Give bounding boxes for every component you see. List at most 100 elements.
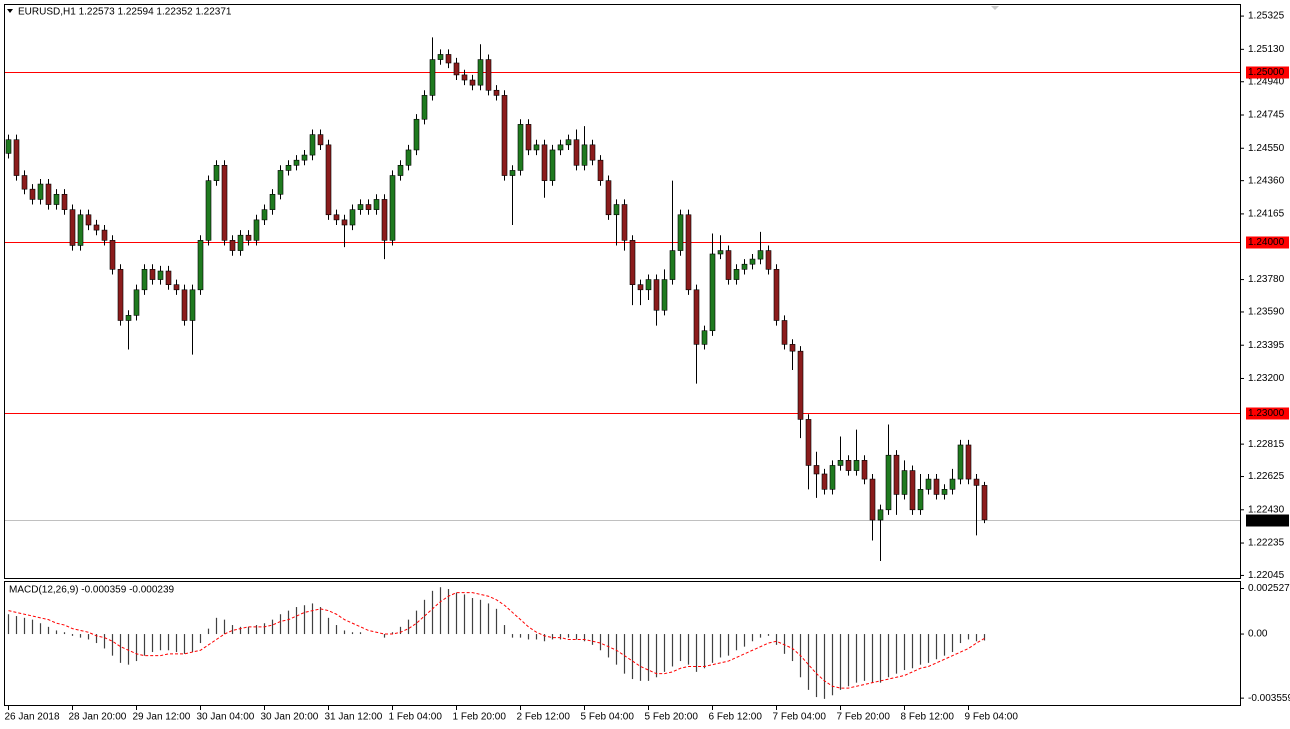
y-tick-label: 1.25130: [1248, 44, 1285, 55]
candle-body: [285, 165, 292, 171]
candle-body: [29, 188, 36, 200]
level-tag: [1246, 66, 1289, 79]
x-tick-label: 1 Feb 20:00: [453, 712, 507, 723]
y-tick-label: 1.22625: [1248, 471, 1285, 482]
candle-body: [805, 419, 812, 466]
candle-body: [701, 330, 708, 345]
candle-body: [157, 270, 164, 280]
candle-body: [549, 149, 556, 181]
candle-body: [581, 144, 588, 166]
candle-body: [45, 183, 52, 205]
candle-body: [445, 54, 452, 64]
y-tick-label: 1.23780: [1248, 274, 1285, 285]
candle-body: [349, 209, 356, 226]
candle-body: [5, 139, 12, 154]
level-tag: [1246, 236, 1289, 249]
candle-body: [477, 59, 484, 86]
y-tick-label: 1.22235: [1248, 538, 1285, 549]
candle-body: [933, 478, 940, 495]
candle-body: [741, 263, 748, 270]
price-panel: [4, 4, 1241, 579]
candle-body: [413, 118, 420, 151]
y-tick-label: 0.002527: [1248, 583, 1290, 594]
candle-body: [381, 199, 388, 241]
macd-panel: [4, 581, 1241, 706]
candle-body: [861, 460, 868, 480]
last-price-label: 1.22371: [1248, 515, 1285, 526]
candle-body: [365, 204, 372, 210]
candle-body: [573, 139, 580, 166]
candle-body: [637, 284, 644, 291]
candle-body: [901, 470, 908, 495]
candle-body: [93, 224, 100, 231]
candle-body: [797, 350, 804, 420]
x-tick-label: 8 Feb 12:00: [901, 712, 955, 723]
candle-body: [645, 279, 652, 291]
candle-body: [525, 124, 532, 151]
y-tick-label: 1.24165: [1248, 209, 1285, 220]
candle-body: [429, 59, 436, 96]
candle-body: [669, 250, 676, 280]
candle-body: [597, 159, 604, 181]
y-tick-label: 1.22430: [1248, 504, 1285, 515]
x-tick-label: 5 Feb 20:00: [645, 712, 699, 723]
y-tick-label: 1.23590: [1248, 307, 1285, 318]
candle-body: [925, 478, 932, 490]
candle-body: [693, 289, 700, 345]
candle-body: [261, 209, 268, 221]
level-tag: [1246, 407, 1289, 420]
candle-body: [485, 59, 492, 91]
candle-body: [221, 165, 228, 241]
candle-body: [461, 74, 468, 81]
candle-body: [389, 175, 396, 241]
candle-body: [733, 269, 740, 280]
candle-body: [125, 315, 132, 321]
candle-body: [173, 284, 180, 291]
candle-body: [69, 209, 76, 246]
signal-line: [8, 592, 985, 689]
candle-body: [141, 269, 148, 291]
y-tick-label: 0.00: [1248, 629, 1268, 640]
candle-body: [109, 240, 116, 270]
candle-body: [189, 289, 196, 321]
candle-body: [101, 229, 108, 241]
candle-body: [533, 144, 540, 151]
y-tick-label: -0.003559: [1248, 693, 1290, 704]
x-tick-label: 2 Feb 12:00: [517, 712, 571, 723]
x-tick-label: 6 Feb 12:00: [709, 712, 763, 723]
candle-body: [293, 159, 300, 166]
x-tick-label: 5 Feb 04:00: [581, 712, 635, 723]
candle-body: [53, 193, 60, 205]
menu-arrow[interactable]: [7, 9, 13, 13]
candle-body: [661, 279, 668, 311]
candle-body: [717, 250, 724, 255]
candle-body: [453, 62, 460, 76]
y-tick-label: 1.25325: [1248, 11, 1285, 22]
candle-body: [117, 269, 124, 321]
candle-body: [541, 144, 548, 181]
x-tick-label: 29 Jan 12:00: [133, 712, 191, 723]
candle-body: [213, 165, 220, 181]
x-tick-label: 31 Jan 12:00: [325, 712, 383, 723]
candle-body: [325, 144, 332, 216]
x-tick-label: 30 Jan 20:00: [261, 712, 319, 723]
candle-body: [333, 214, 340, 221]
candle-body: [237, 234, 244, 251]
level-label: 1.24000: [1248, 237, 1285, 248]
candle-body: [893, 454, 900, 495]
shift-marker: [991, 6, 999, 10]
y-tick-label: 1.22045: [1248, 570, 1285, 581]
candle-body: [77, 214, 84, 246]
y-tick-label: 1.23200: [1248, 373, 1285, 384]
x-tick-label: 7 Feb 04:00: [773, 712, 827, 723]
y-tick-label: 1.24360: [1248, 175, 1285, 186]
candle-body: [341, 219, 348, 226]
candle-body: [421, 95, 428, 120]
candle-body: [877, 509, 884, 521]
candle-body: [629, 240, 636, 285]
candle-body: [957, 444, 964, 480]
y-tick-label: 1.24940: [1248, 76, 1285, 87]
candle-body: [277, 170, 284, 195]
